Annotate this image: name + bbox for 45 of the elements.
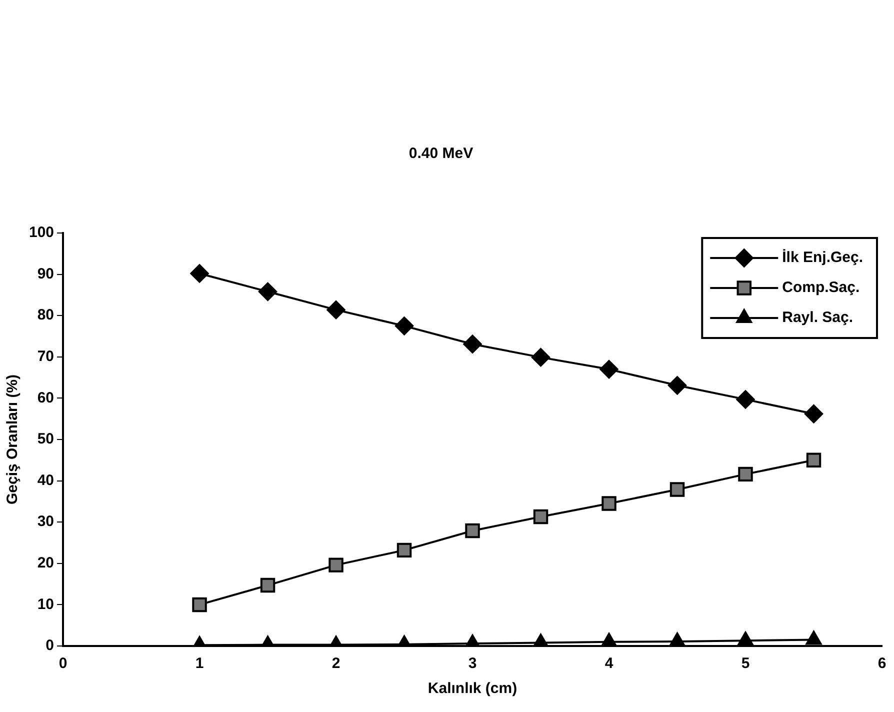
point — [805, 630, 822, 645]
y-tick-label: 40 — [37, 472, 54, 489]
y-tick-label: 20 — [37, 554, 54, 572]
legend-label: Comp.Saç. — [782, 279, 860, 296]
x-tick-label: 2 — [332, 655, 340, 672]
point — [806, 452, 822, 468]
point — [326, 300, 346, 320]
y-tick-label: 50 — [37, 430, 54, 448]
x-tick-label: 3 — [468, 655, 477, 672]
legend-label: Rayl. Saç. — [782, 309, 854, 326]
y-tick-label: 10 — [37, 596, 54, 613]
point — [533, 509, 548, 524]
y-tick-label: 30 — [37, 513, 54, 530]
y-axis-title: Geçiş Oranları (%) — [4, 374, 22, 505]
x-tick-label: 6 — [878, 655, 886, 672]
point — [804, 404, 824, 424]
point — [600, 360, 619, 379]
point — [465, 523, 480, 538]
point — [258, 282, 278, 302]
legend-label: İlk Enj.Geç. — [782, 249, 864, 266]
x-tick-label: 0 — [58, 655, 68, 672]
y-tick-label: 0 — [46, 637, 54, 654]
y-tick-label: 80 — [37, 306, 54, 324]
y-tick-label: 70 — [37, 348, 54, 366]
point — [670, 482, 685, 497]
y-tick-label: 60 — [37, 389, 54, 406]
x-tick-label: 5 — [741, 655, 750, 672]
point — [394, 316, 414, 336]
x-tick-label: 4 — [604, 655, 614, 672]
point — [736, 390, 756, 409]
point — [737, 631, 754, 646]
point — [668, 376, 687, 395]
x-axis-title: Kalınlık (cm) — [428, 680, 518, 698]
chart-title: 0.40 MeV — [408, 145, 474, 162]
point — [668, 632, 686, 646]
point — [463, 334, 482, 354]
y-tick-label: 90 — [37, 265, 54, 282]
x-tick-label: 1 — [195, 655, 204, 672]
y-tick-label: 100 — [28, 224, 54, 242]
point — [532, 633, 550, 646]
point — [600, 632, 618, 646]
point — [602, 496, 616, 511]
point — [738, 466, 753, 482]
point — [531, 348, 550, 367]
point — [190, 264, 210, 283]
